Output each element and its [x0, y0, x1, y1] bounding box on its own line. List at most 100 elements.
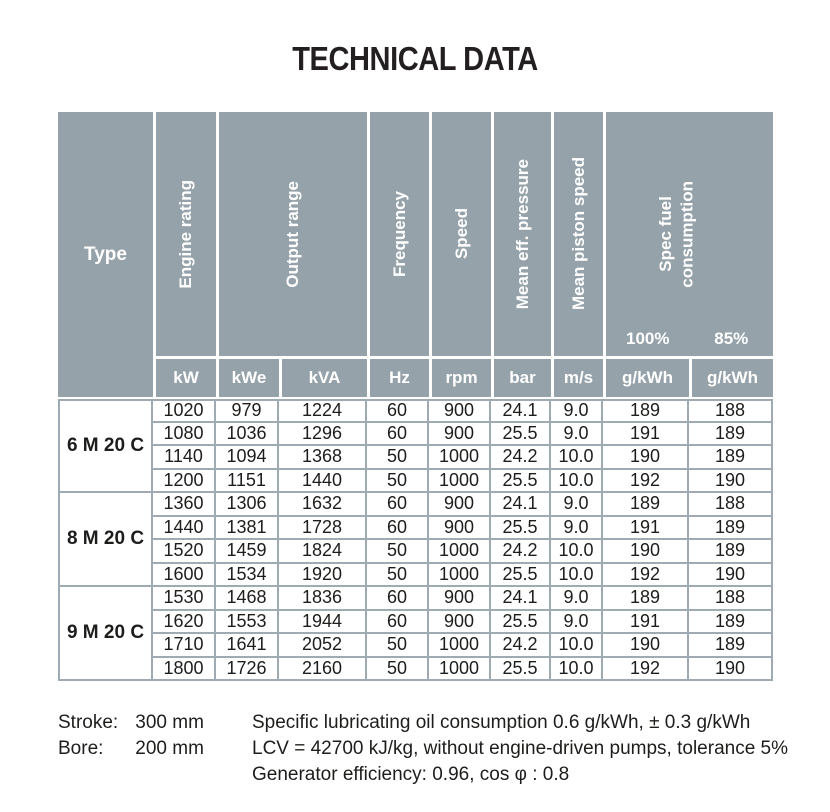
data-cell: 10.0 [551, 657, 603, 681]
technical-data-table: Type Engine rating Output range Frequenc… [58, 112, 773, 681]
note-line: Generator efficiency: 0.96, cos φ : 0.8 [252, 764, 570, 785]
data-cell: 1200 [153, 469, 216, 493]
data-cell: 192 [603, 563, 689, 587]
data-cell: 1520 [153, 540, 216, 564]
data-cell: 1000 [429, 540, 491, 564]
data-cell: 1530 [153, 587, 216, 611]
data-cell: 1728 [279, 516, 367, 540]
data-cell: 25.5 [491, 516, 551, 540]
data-cell: 1000 [429, 634, 491, 658]
data-cell: 1824 [279, 540, 367, 564]
data-cell: 979 [216, 399, 279, 423]
unit-hz: Hz [367, 356, 429, 397]
data-cell: 1151 [216, 469, 279, 493]
unit-kva: kVA [279, 356, 367, 397]
data-cell: 1000 [429, 563, 491, 587]
header-engine-rating: Engine rating [153, 112, 216, 356]
bore-row: Bore: 200 mm [58, 736, 252, 762]
data-cell: 1800 [153, 657, 216, 681]
data-cell: 25.5 [491, 469, 551, 493]
data-cell: 1080 [153, 422, 216, 446]
data-cell: 1000 [429, 446, 491, 470]
data-cell: 900 [429, 399, 491, 423]
data-cell: 50 [367, 469, 429, 493]
data-cell: 50 [367, 540, 429, 564]
page-title: TECHNICAL DATA [292, 40, 538, 77]
data-cell: 190 [689, 657, 773, 681]
data-cell: 9.0 [551, 610, 603, 634]
data-cell: 900 [429, 493, 491, 517]
data-cell: 1381 [216, 516, 279, 540]
data-cell: 60 [367, 516, 429, 540]
unit-kwe: kWe [216, 356, 279, 397]
data-cell: 190 [603, 540, 689, 564]
data-cell: 189 [689, 540, 773, 564]
data-cell: 24.2 [491, 540, 551, 564]
data-cell: 1620 [153, 610, 216, 634]
load-85-label: 85% [714, 329, 749, 348]
data-cell: 1468 [216, 587, 279, 611]
load-percentages: 100% 85% [606, 329, 773, 349]
stroke-label: Stroke: [58, 712, 119, 733]
data-cell: 25.5 [491, 563, 551, 587]
data-cell: 1440 [279, 469, 367, 493]
data-cell: 1360 [153, 493, 216, 517]
data-cell: 24.1 [491, 493, 551, 517]
data-cell: 10.0 [551, 469, 603, 493]
data-cell: 1726 [216, 657, 279, 681]
data-cell: 1920 [279, 563, 367, 587]
note-line: LCV = 42700 kJ/kg, without engine-driven… [252, 738, 789, 759]
data-cell: 1306 [216, 493, 279, 517]
data-cell: 9.0 [551, 516, 603, 540]
note-line: Specific lubricating oil consumption 0.6… [252, 712, 751, 733]
data-cell: 192 [603, 657, 689, 681]
data-cell: 189 [689, 422, 773, 446]
data-cell: 50 [367, 563, 429, 587]
data-cell: 188 [689, 587, 773, 611]
data-cell: 189 [689, 516, 773, 540]
header-mean-piston-speed: Mean piston speed [551, 112, 603, 356]
data-cell: 1020 [153, 399, 216, 423]
data-cell: 190 [603, 634, 689, 658]
stroke-value: 300 mm [135, 712, 204, 733]
data-cell: 24.2 [491, 446, 551, 470]
data-cell: 188 [689, 399, 773, 423]
header-output-range: Output range [216, 112, 367, 356]
data-cell: 10.0 [551, 634, 603, 658]
data-cell: 1641 [216, 634, 279, 658]
data-cell: 189 [689, 634, 773, 658]
unit-ms: m/s [551, 356, 603, 397]
data-cell: 191 [603, 516, 689, 540]
table-header: Type Engine rating Output range Frequenc… [58, 112, 773, 397]
data-cell: 60 [367, 610, 429, 634]
data-cell: 900 [429, 516, 491, 540]
data-cell: 1000 [429, 657, 491, 681]
data-cell: 189 [689, 446, 773, 470]
data-cell: 192 [603, 469, 689, 493]
data-cell: 1140 [153, 446, 216, 470]
data-cell: 1534 [216, 563, 279, 587]
data-cell: 190 [689, 469, 773, 493]
data-cell: 189 [603, 493, 689, 517]
header-frequency: Frequency [367, 112, 429, 356]
load-100-label: 100% [626, 329, 670, 348]
data-cell: 24.2 [491, 634, 551, 658]
data-cell: 2052 [279, 634, 367, 658]
data-cell: 900 [429, 587, 491, 611]
data-cell: 25.5 [491, 422, 551, 446]
unit-kw: kW [153, 356, 216, 397]
data-cell: 24.1 [491, 587, 551, 611]
data-cell: 60 [367, 587, 429, 611]
footnotes: Stroke: 300 mm Bore: 200 mm Specific lub… [58, 710, 800, 788]
unit-gkwh-85: g/kWh [689, 356, 773, 397]
data-cell: 1440 [153, 516, 216, 540]
data-cell: 25.5 [491, 657, 551, 681]
data-cell: 1553 [216, 610, 279, 634]
data-cell: 9.0 [551, 493, 603, 517]
data-cell: 1224 [279, 399, 367, 423]
header-spec-fuel-consumption: Spec fuel consumption 100% 85% [603, 112, 773, 356]
data-cell: 60 [367, 422, 429, 446]
data-cell: 60 [367, 493, 429, 517]
unit-bar: bar [491, 356, 551, 397]
data-cell: 191 [603, 422, 689, 446]
